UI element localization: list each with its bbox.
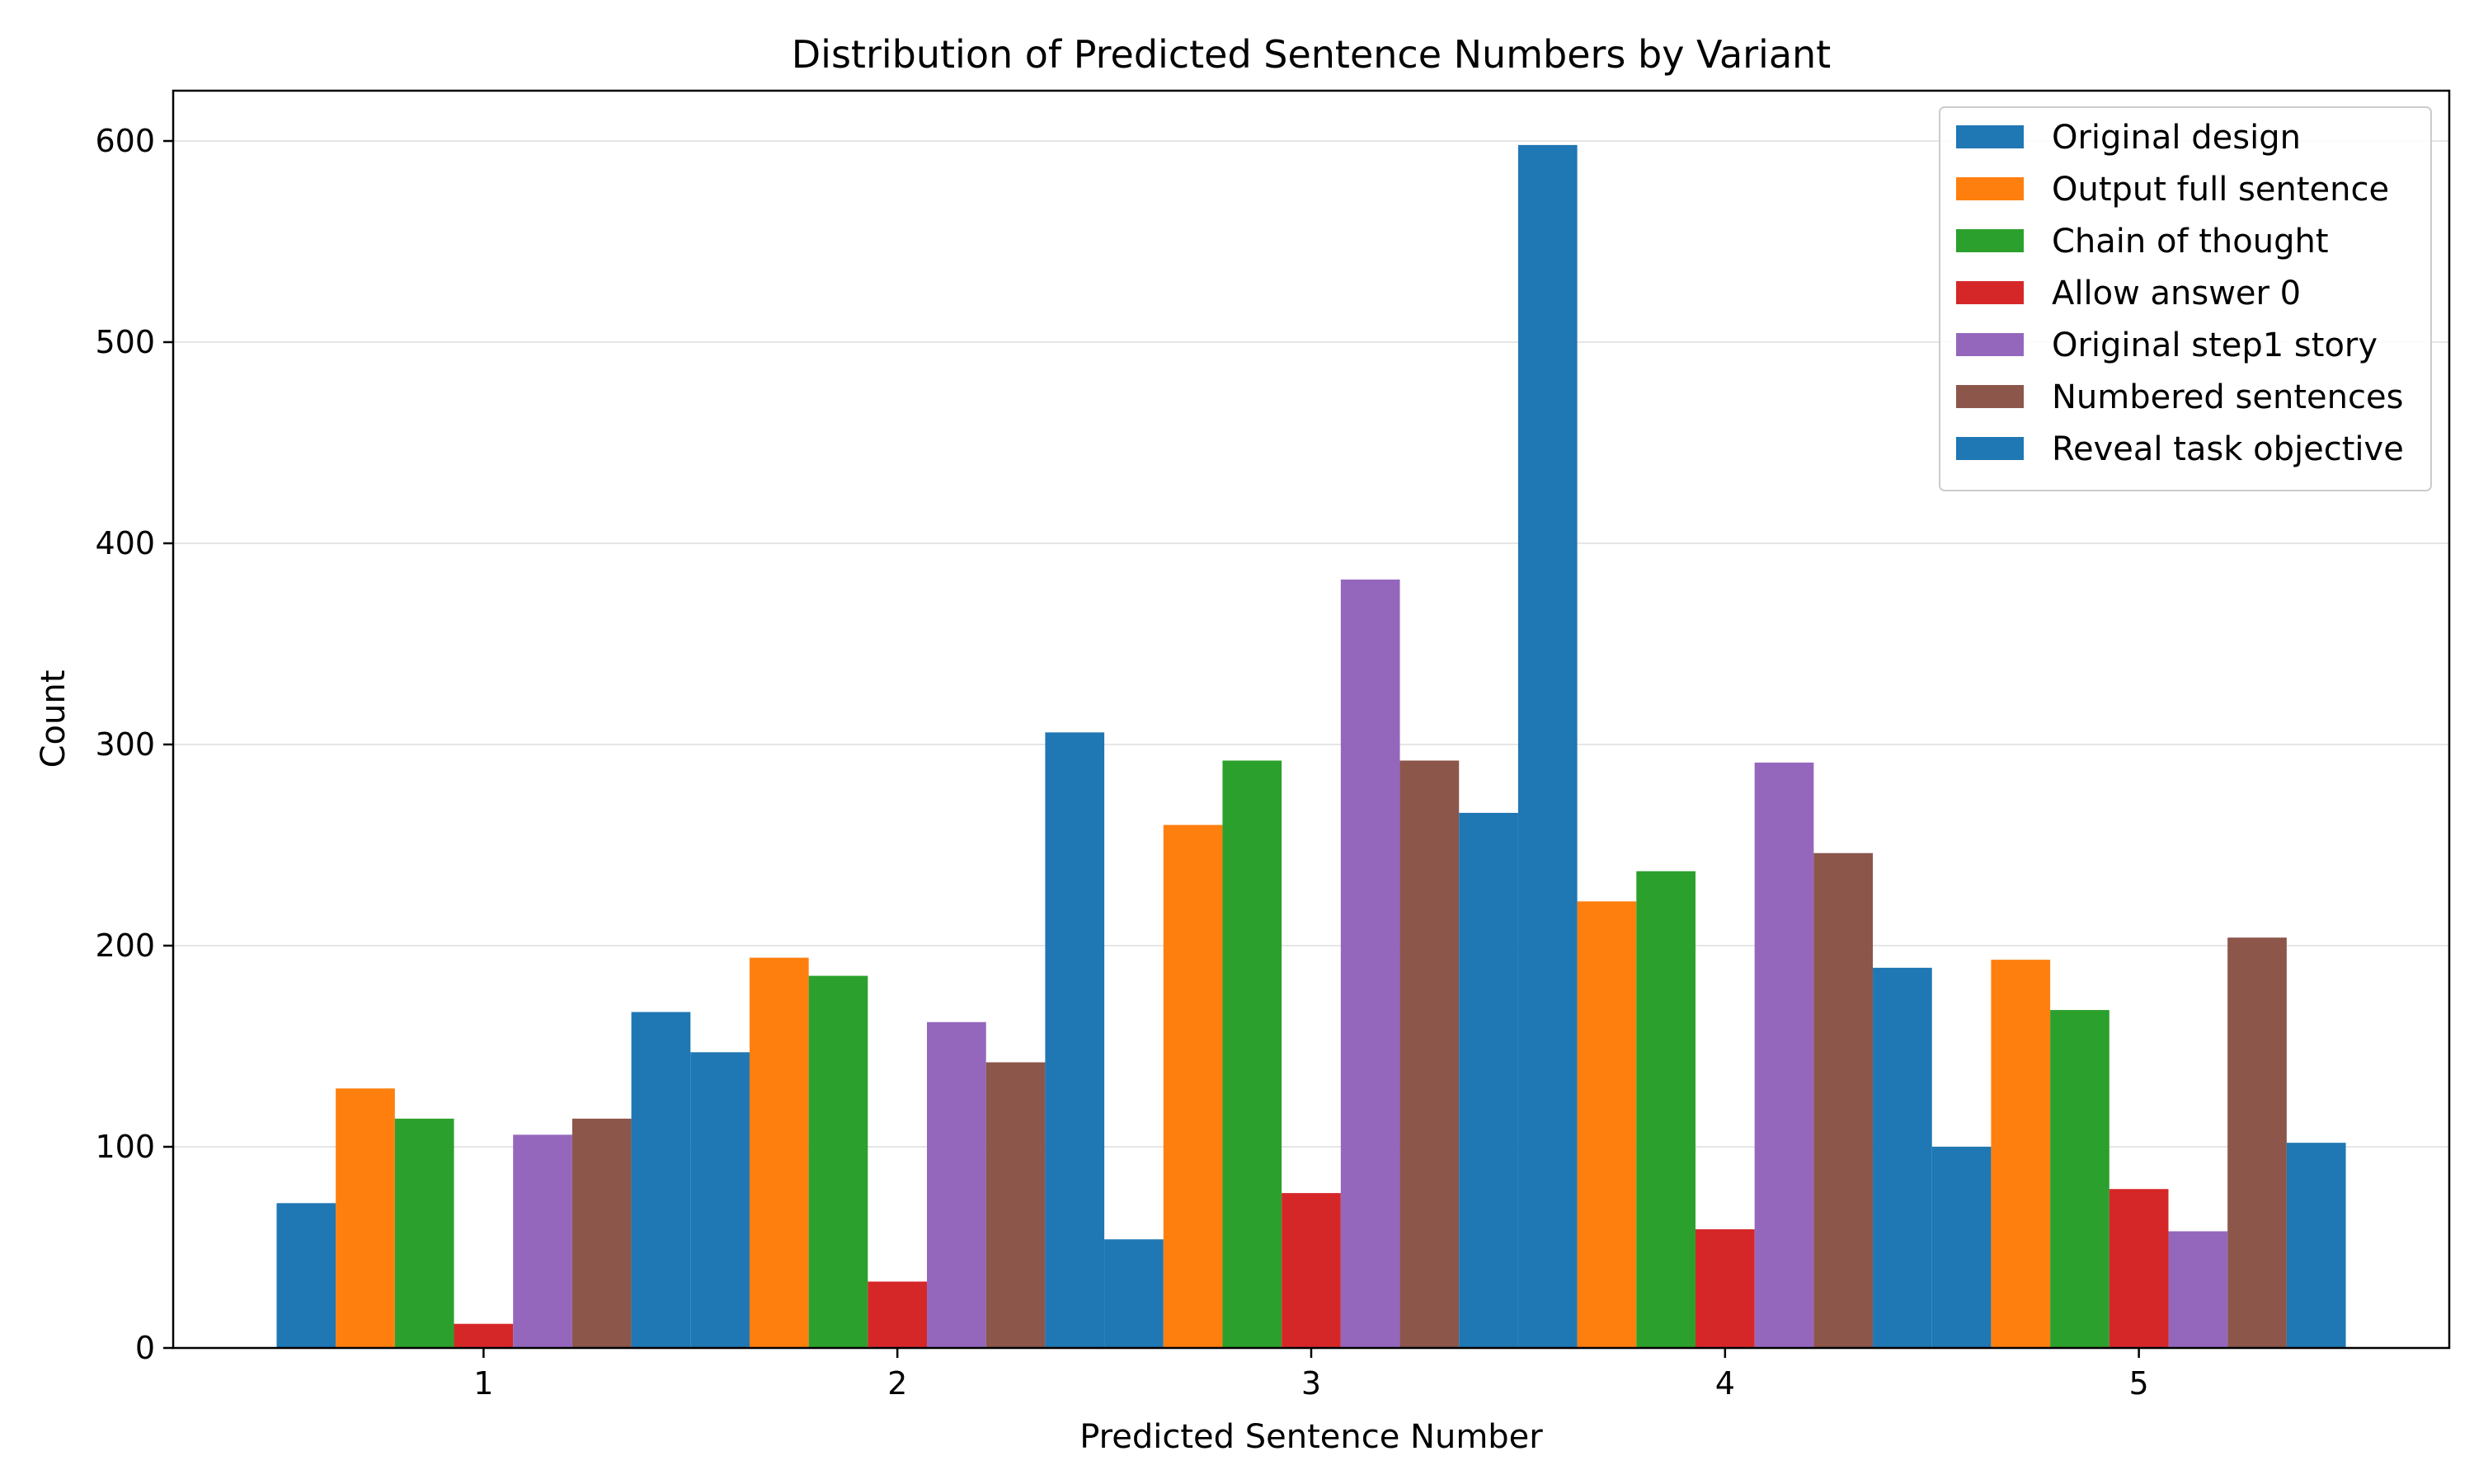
legend-label: Output full sentence	[2052, 171, 2389, 209]
legend-swatch	[1956, 281, 2024, 304]
bar-series-6-bin-5	[2227, 937, 2287, 1348]
y-axis-label: Count	[35, 670, 73, 768]
y-tick-label: 400	[95, 525, 155, 561]
bar-series-1-bin-2	[690, 1052, 750, 1348]
bar-series-4-bin-4	[1695, 1229, 1755, 1348]
y-tick-label: 500	[95, 324, 155, 360]
bar-series-5-bin-1	[513, 1134, 572, 1348]
bar-series-2-bin-4	[1577, 901, 1637, 1348]
bar-series-7-bin-5	[2286, 1143, 2346, 1348]
legend: Original design Output full sentence Chain…	[1939, 106, 2432, 491]
y-tick-label: 600	[95, 123, 155, 159]
legend-swatch	[1956, 333, 2024, 356]
bar-series-4-bin-3	[1282, 1193, 1341, 1348]
legend-swatch	[1956, 385, 2024, 408]
x-tick-label: 1	[473, 1365, 493, 1402]
legend-label: Reveal task objective	[2052, 430, 2404, 468]
x-axis-label: Predicted Sentence Number	[1079, 1418, 1543, 1456]
legend-label: Original step1 story	[2052, 326, 2378, 364]
bar-series-3-bin-5	[2050, 1010, 2109, 1348]
legend-label: Numbered sentences	[2052, 378, 2403, 416]
y-tick-label: 300	[95, 726, 155, 763]
legend-swatch	[1956, 125, 2024, 148]
bar-series-2-bin-1	[336, 1088, 395, 1348]
bar-series-6-bin-2	[985, 1062, 1046, 1348]
bar-series-2-bin-3	[1163, 824, 1223, 1348]
legend-frame	[1939, 106, 2432, 491]
y-ticks: 0 100 200 300 400 500 600	[95, 123, 173, 1366]
legend-label: Original design	[2052, 119, 2301, 157]
bar-series-3-bin-3	[1222, 760, 1282, 1348]
y-tick-label: 0	[135, 1330, 155, 1366]
bar-series-4-bin-5	[2109, 1189, 2169, 1348]
bar-series-4-bin-2	[868, 1281, 928, 1348]
bar-series-7-bin-3	[1459, 812, 1518, 1348]
bar-series-3-bin-1	[394, 1118, 454, 1348]
bar-series-6-bin-1	[571, 1118, 632, 1348]
bar-series-1-bin-5	[1931, 1147, 1992, 1348]
bar-series-5-bin-4	[1754, 762, 1814, 1348]
chart-title: Distribution of Predicted Sentence Numbe…	[792, 32, 1831, 77]
y-tick-label: 100	[95, 1129, 155, 1165]
y-tick-label: 200	[95, 928, 155, 964]
legend-swatch	[1956, 229, 2024, 252]
bars	[276, 144, 2346, 1348]
bar-series-1-bin-1	[276, 1203, 336, 1348]
bar-series-5-bin-2	[927, 1021, 986, 1348]
bar-series-7-bin-4	[1873, 967, 1932, 1348]
bar-series-5-bin-3	[1340, 579, 1400, 1348]
legend-swatch	[1956, 177, 2024, 200]
bar-series-3-bin-2	[808, 975, 868, 1348]
legend-label: Chain of thought	[2052, 223, 2329, 261]
x-ticks: 1 2 3 4 5	[473, 1348, 2149, 1402]
x-tick-label: 3	[1301, 1365, 1321, 1402]
bar-series-4-bin-1	[454, 1323, 514, 1348]
legend-swatch	[1956, 437, 2024, 460]
x-tick-label: 2	[887, 1365, 907, 1402]
bar-series-5-bin-5	[2168, 1231, 2228, 1348]
x-tick-label: 4	[1715, 1365, 1735, 1402]
bar-series-3-bin-4	[1636, 871, 1696, 1348]
bar-series-2-bin-2	[749, 957, 809, 1348]
legend-label: Allow answer 0	[2052, 275, 2301, 312]
bar-series-6-bin-3	[1399, 760, 1460, 1348]
bar-series-7-bin-2	[1045, 732, 1105, 1348]
bar-series-1-bin-3	[1104, 1239, 1164, 1348]
bar-series-1-bin-4	[1517, 144, 1578, 1348]
bar-series-6-bin-4	[1813, 852, 1874, 1348]
bar-series-7-bin-1	[631, 1012, 691, 1348]
x-tick-label: 5	[2129, 1365, 2149, 1402]
bar-series-2-bin-5	[1991, 960, 2051, 1348]
